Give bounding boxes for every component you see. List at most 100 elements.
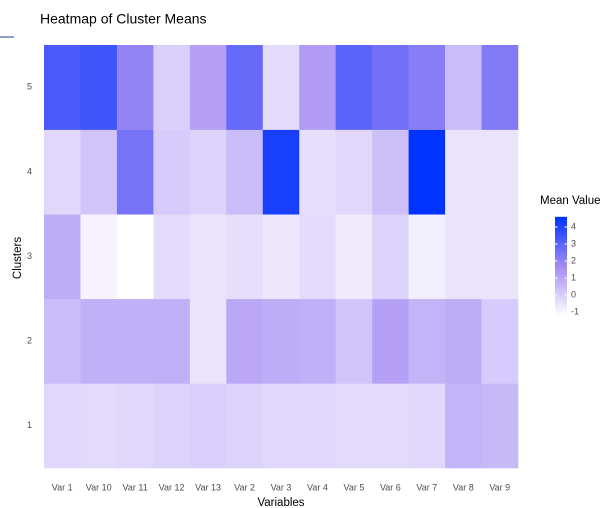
colorbar-segment (555, 246, 567, 249)
heatmap-cell (335, 298, 373, 384)
heatmap-cell (153, 45, 191, 130)
colorbar-segment (555, 254, 567, 257)
heatmap-cell (44, 383, 81, 469)
heatmap-cell (408, 298, 446, 384)
colorbar-segment (555, 267, 567, 270)
heatmap-cell (408, 129, 446, 215)
colorbar-segment (555, 272, 567, 275)
y-tick-label: 4 (27, 166, 32, 176)
heatmap-cell (408, 383, 446, 469)
colorbar-segment (555, 261, 567, 264)
x-tick-label: Var 4 (307, 482, 328, 492)
colorbar-segment (555, 285, 567, 288)
colorbar-segment (555, 226, 567, 229)
y-axis-title: Clusters (12, 237, 24, 279)
heatmap-cell (445, 45, 482, 130)
colorbar-segment (555, 310, 567, 313)
heatmap-cell (299, 214, 336, 300)
heatmap-cell (335, 129, 373, 215)
heatmap-cell (372, 45, 409, 130)
heatmap-cell (80, 129, 118, 215)
colorbar-tick-label: 0 (571, 289, 576, 299)
heatmap-cell (226, 383, 264, 469)
colorbar-segment (555, 292, 567, 295)
colorbar-segment (555, 305, 567, 308)
colorbar-segment (555, 218, 567, 221)
colorbar-segment (555, 256, 567, 259)
colorbar-segment (555, 275, 567, 279)
heatmap-cell (153, 298, 191, 384)
colorbar-segment (555, 229, 567, 233)
heatmap-cell (262, 383, 300, 469)
colorbar-segment (555, 220, 567, 223)
colorbar-tick-label: 2 (571, 255, 576, 265)
heatmap-cell (299, 45, 336, 130)
heatmap-cell (372, 214, 409, 300)
heatmap-cell (299, 298, 336, 384)
x-tick-label: Var 10 (86, 482, 112, 492)
heatmap-cell (44, 298, 81, 384)
heatmap-cell (226, 298, 264, 384)
heatmap-cell (445, 214, 482, 300)
colorbar-segment (555, 234, 567, 238)
colorbar-segment (555, 312, 567, 315)
x-tick-label: Var 6 (380, 482, 401, 492)
colorbar-segment (555, 280, 567, 284)
colorbar-segment (555, 284, 567, 287)
heatmap-cell (408, 45, 446, 130)
colorbar-segment (555, 298, 567, 302)
colorbar-segment (555, 277, 567, 280)
colorbar-segment (555, 313, 567, 316)
heatmap-cell (372, 383, 409, 469)
heatmap-cell (226, 129, 264, 215)
colorbar-segment (555, 241, 567, 244)
x-axis-title: Variables (257, 497, 304, 508)
colorbar-segment (555, 231, 567, 234)
heatmap-cell (262, 129, 300, 215)
heatmap-cell (116, 298, 154, 384)
x-tick-label: Var 8 (453, 482, 474, 492)
colorbar-segment (555, 308, 567, 311)
heatmap-cell (44, 129, 81, 215)
colorbar-segment (555, 248, 567, 251)
colorbar-tick-label: -1 (571, 306, 579, 316)
heatmap-cell (262, 298, 300, 384)
colorbar-tick-label: 3 (571, 238, 576, 248)
heatmap-cell (445, 383, 482, 469)
colorbar-segment (555, 239, 567, 242)
heatmap-cell (116, 383, 154, 469)
chart-title: Heatmap of Cluster Means (40, 11, 207, 27)
colorbar-segment (555, 279, 567, 282)
legend-title: Mean Value (540, 195, 601, 207)
colorbar-segment (555, 244, 567, 247)
x-tick-label: Var 5 (344, 482, 365, 492)
colorbar-segment (555, 236, 567, 239)
colorbar-segment (555, 303, 567, 307)
heatmap-cell (262, 214, 300, 300)
heatmap-cell (481, 45, 519, 130)
heatmap-cell (153, 214, 191, 300)
colorbar-segment (555, 252, 567, 256)
colorbar-segment (555, 302, 567, 305)
colorbar-segment (555, 262, 567, 265)
x-tick-label: Var 2 (234, 482, 255, 492)
colorbar-segment (555, 221, 567, 224)
y-tick-label: 5 (27, 82, 32, 92)
colorbar-segment (555, 259, 567, 262)
heatmap-cell (80, 298, 118, 384)
heatmap-cell (189, 214, 227, 300)
heatmap-cell (262, 45, 300, 130)
heatmap-cell (44, 214, 81, 300)
heatmap-cell (189, 298, 227, 384)
colorbar-segment (555, 282, 567, 285)
colorbar-segment (555, 289, 567, 292)
colorbar-segment (555, 233, 567, 236)
y-tick-label: 3 (27, 251, 32, 261)
heatmap-cell (153, 129, 191, 215)
colorbar-segment (555, 228, 567, 231)
colorbar-segment (555, 274, 567, 277)
heatmap-cell (335, 383, 373, 469)
x-tick-label: Var 1 (52, 482, 73, 492)
colorbar-segment (555, 287, 567, 290)
colorbar-segment (555, 300, 567, 303)
